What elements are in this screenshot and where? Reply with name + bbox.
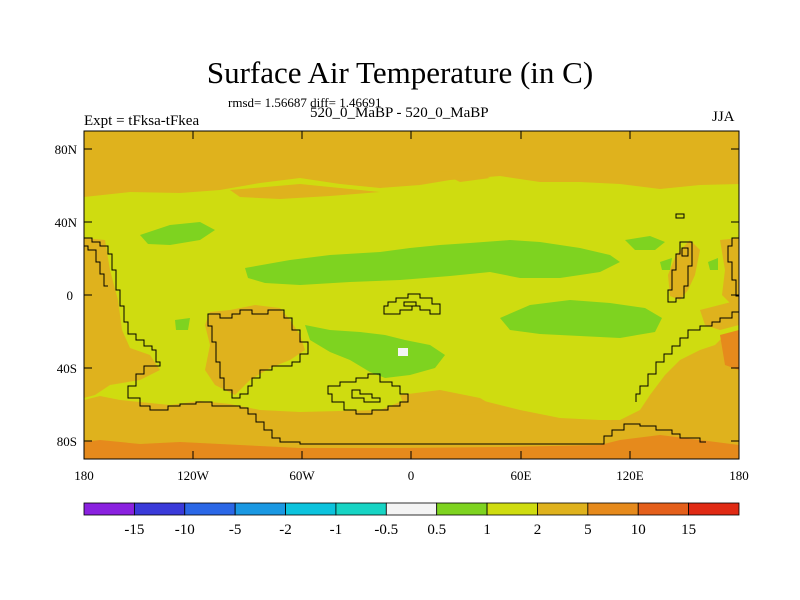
colorbar-label: -2 [279, 522, 292, 538]
colorbar-label: 10 [631, 522, 646, 538]
field-white-patch [398, 348, 408, 356]
map-subtitle: 520_0_MaBP - 520_0_MaBP [310, 105, 489, 121]
colorbar-swatch [486, 502, 538, 516]
coastline-south-america [207, 309, 309, 399]
coastline-equatorial-island [383, 293, 441, 315]
colorbar-label: -0.5 [374, 522, 398, 538]
colorbar-label: -10 [175, 522, 195, 538]
map-field [84, 131, 739, 459]
lon-label: 180 [74, 468, 94, 483]
field-east-edge-2-5 [720, 238, 739, 303]
colorbar [83, 502, 740, 516]
lon-label: 60E [511, 468, 532, 483]
colorbar-swatch [133, 502, 186, 516]
colorbar-labels: -15 -10 -5 -2 -1 -0.5 0.5 1 2 5 10 15 [124, 522, 696, 538]
lat-label: 80S [57, 434, 77, 449]
colorbar-swatch [537, 502, 589, 516]
field-green-east-asia-0-5-1 [625, 236, 665, 250]
colorbar-swatch [285, 502, 337, 516]
lon-labels: 180 120W 60W 0 60E 120E 180 [74, 468, 749, 483]
field-green-w-pacific-0-5-1 [660, 258, 672, 270]
lon-label: 0 [408, 468, 415, 483]
colorbar-swatch [234, 502, 286, 516]
colorbar-swatch [436, 502, 488, 516]
field-green-atlantic-0-5-1 [305, 325, 445, 378]
field-green-s-america-0-5-1 [175, 318, 190, 330]
colorbar-label: 15 [681, 522, 696, 538]
colorbar-swatch [184, 502, 236, 516]
field-west-coast-2-5 [84, 238, 160, 398]
colorbar-label: 0.5 [427, 522, 446, 538]
lat-label: 40N [55, 215, 78, 230]
coastline-africa-inner [351, 389, 381, 403]
coastline-africa [327, 373, 409, 415]
colorbar-swatch [385, 502, 438, 516]
axis-ticks [83, 131, 740, 459]
colorbar-label: 5 [584, 522, 592, 538]
coastline-west-continent-inner [84, 245, 108, 287]
field-green-far-east-0-5-1 [708, 258, 718, 270]
coastline-equatorial-island-inner [403, 301, 417, 307]
lon-label: 60W [289, 468, 315, 483]
coastline-west-continent [84, 237, 706, 445]
lat-label: 0 [67, 288, 74, 303]
colorbar-label: -15 [124, 522, 144, 538]
coastline-east-lower [635, 311, 739, 402]
colorbar-swatch [587, 502, 639, 516]
field-east-tongue-2-5 [700, 300, 739, 330]
field-east-pacific-5-10 [720, 330, 739, 370]
experiment-label: Expt = tFksa-tFkea [84, 113, 200, 129]
coastline-small-island [675, 213, 685, 219]
colorbar-label: 2 [534, 522, 542, 538]
lat-labels: 80N 40N 0 40S 80S [55, 142, 78, 449]
lon-label: 120W [177, 468, 210, 483]
field-green-n-atlantic-0-5-1 [140, 222, 215, 245]
colorbar-swatch [335, 502, 387, 516]
field-north-bump-2-5 [230, 184, 380, 199]
coastline-east-peninsula [667, 241, 693, 303]
field-north-band-2-5 [84, 131, 739, 197]
field-south-band-2-5 [84, 335, 739, 459]
colorbar-swatch [637, 502, 690, 516]
season-label: JJA [712, 109, 735, 125]
field-south-atlantic-2-5 [400, 390, 500, 415]
lat-label: 40S [57, 361, 77, 376]
coastlines [84, 213, 739, 445]
field-green-n-pacific-0-5-1 [245, 240, 620, 285]
lon-label: 120E [616, 468, 644, 483]
field-south-america-2-5 [205, 305, 305, 395]
colorbar-swatch [688, 502, 740, 516]
field-green-s-pacific-0-5-1 [500, 300, 662, 338]
field-antarctic-5-10 [84, 435, 739, 459]
colorbar-label: -5 [229, 522, 242, 538]
lon-label: 180 [729, 468, 749, 483]
colorbar-label: 1 [483, 522, 491, 538]
field-light-blob [440, 170, 490, 182]
coastline-east-inlet [681, 247, 689, 257]
lat-label: 80N [55, 142, 78, 157]
colorbar-swatch [83, 502, 135, 516]
coastline-east-edge [727, 237, 739, 297]
colorbar-label: -1 [330, 522, 343, 538]
stats-text: rmsd= 1.56687 diff= 1.46691 [228, 95, 382, 110]
map-title: Surface Air Temperature (in C) [206, 55, 594, 90]
